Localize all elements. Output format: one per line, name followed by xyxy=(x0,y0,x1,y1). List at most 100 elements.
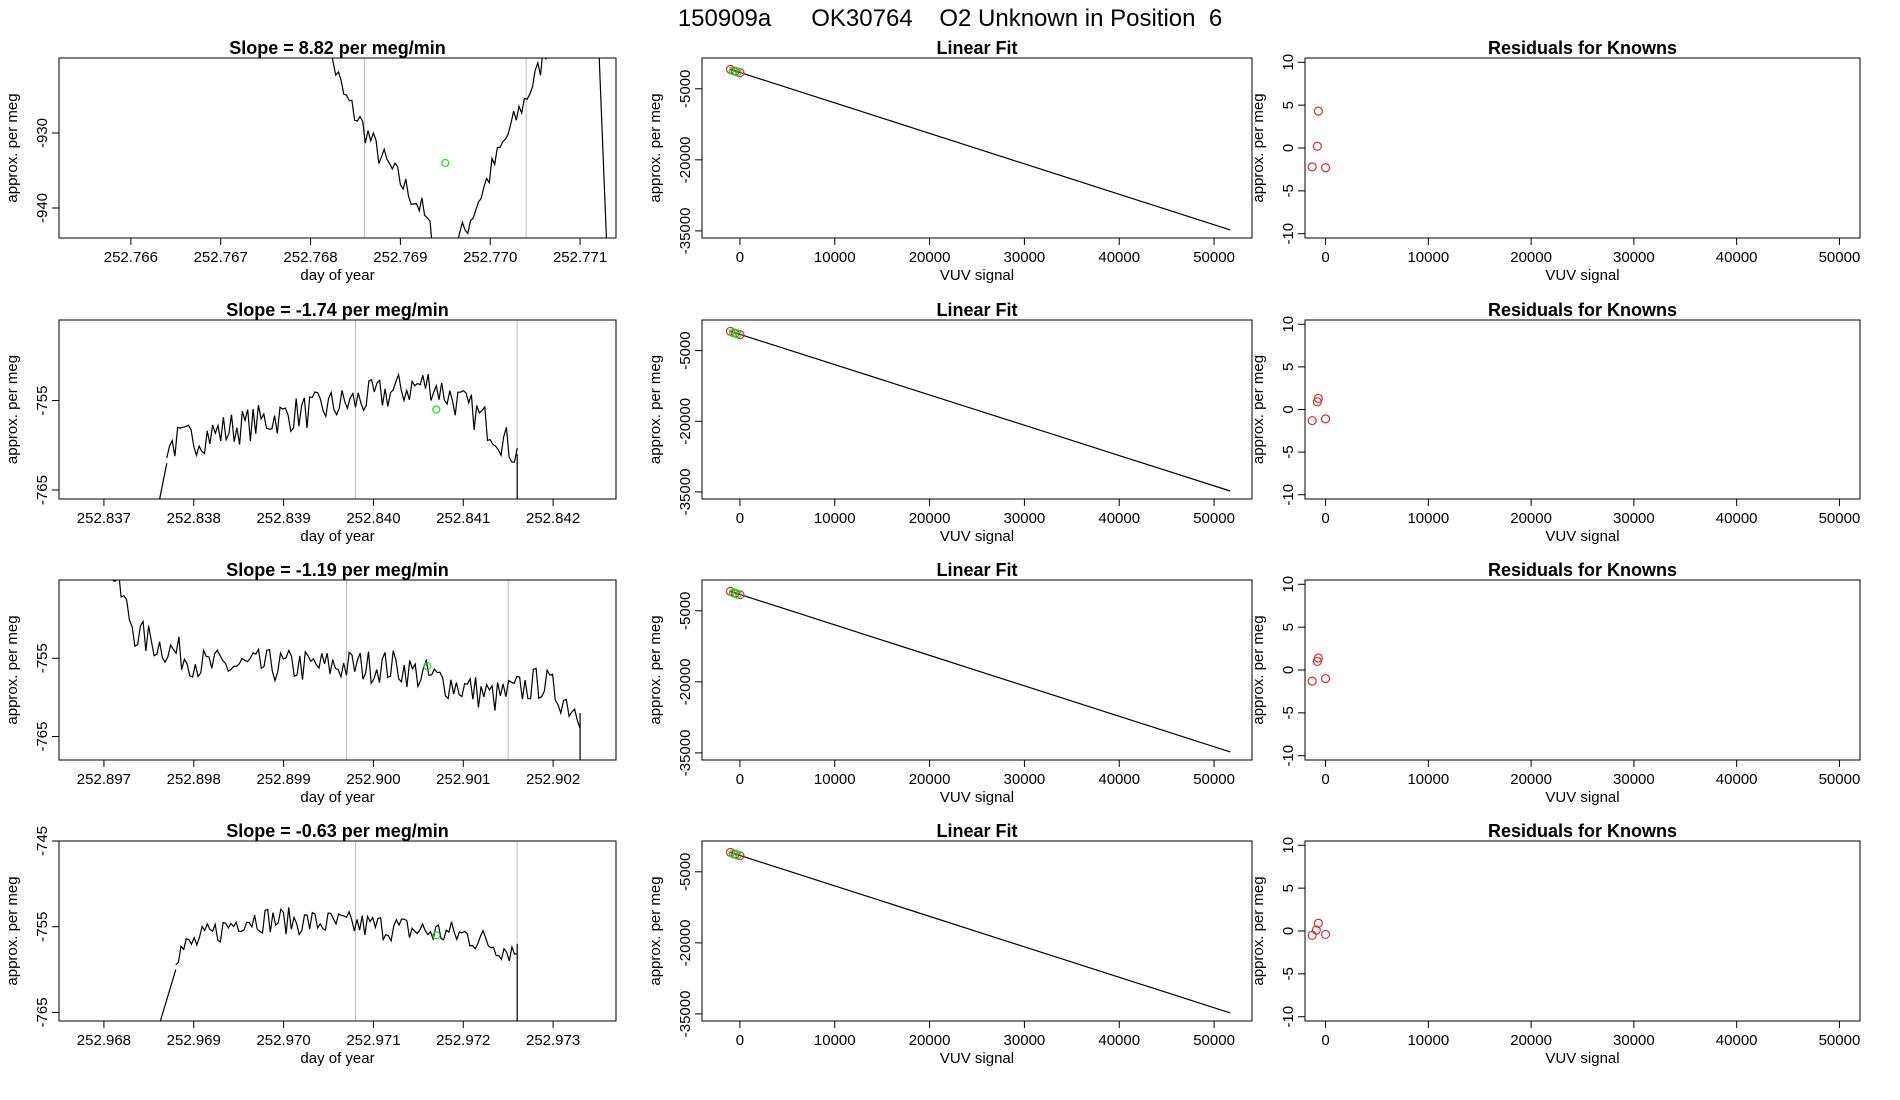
x-tick-label: 20000 xyxy=(909,1032,951,1049)
y-tick-label: -745 xyxy=(34,826,51,856)
plot-frame xyxy=(58,840,617,1022)
y-tick-label: 5 xyxy=(1280,101,1297,109)
y-axis-label: approx. per meg xyxy=(647,876,664,985)
panel-title: Linear Fit xyxy=(936,560,1017,580)
y-tick-label: -5 xyxy=(1280,445,1297,458)
x-tick-label: 50000 xyxy=(1193,771,1235,788)
y-tick-label: -20000 xyxy=(677,398,694,445)
x-tick-label: 30000 xyxy=(1004,1032,1046,1049)
fit-line xyxy=(730,68,1231,231)
linear-row-4-panel: Linear Fit 0 10000 20000 30000 40000 50000 VUV … xyxy=(647,821,1253,1067)
x-tick-label: 50000 xyxy=(1193,510,1235,527)
signal-trace xyxy=(175,907,518,966)
y-tick-label: 0 xyxy=(1280,144,1297,152)
known-standard-point xyxy=(1320,929,1331,940)
plot-area xyxy=(1307,653,1331,686)
signal-trace xyxy=(331,58,547,238)
x-axis-label: day of year xyxy=(300,267,374,284)
resid-row-1-panel: Residuals for Knowns 0 10000 20000 30000 4000… xyxy=(1250,38,1861,284)
panel-title: Slope = 8.82 per meg/min xyxy=(229,38,446,58)
x-tick-label: 10000 xyxy=(1407,1032,1449,1049)
y-tick-label: -930 xyxy=(34,118,51,148)
x-tick-label: 40000 xyxy=(1716,1032,1758,1049)
y-tick-label: 10 xyxy=(1280,576,1297,593)
x-tick-label: 0 xyxy=(736,249,744,266)
x-tick-label: 0 xyxy=(1321,510,1329,527)
linear-row-1-panel: Linear Fit 0 10000 20000 30000 40000 50000 VUV … xyxy=(647,38,1253,284)
x-tick-label: 30000 xyxy=(1613,510,1655,527)
panel-title: Residuals for Knowns xyxy=(1488,560,1677,580)
y-tick-label: -20000 xyxy=(677,919,694,966)
x-tick-label: 252.901 xyxy=(436,771,490,788)
y-axis-label: approx. per meg xyxy=(647,355,664,464)
y-tick-label: -940 xyxy=(34,193,51,223)
y-axis-label: approx. per meg xyxy=(647,93,664,202)
y-tick-label: -755 xyxy=(34,643,51,673)
y-axis-label: approx. per meg xyxy=(4,355,21,464)
plot-area xyxy=(725,326,1231,492)
y-tick-label: -5000 xyxy=(677,331,694,369)
plot-frame xyxy=(58,57,617,239)
linear-row-2-panel: Linear Fit 0 10000 20000 30000 40000 50000 VUV … xyxy=(647,300,1253,545)
y-tick-label: -5000 xyxy=(677,592,694,630)
plot-frame xyxy=(58,319,617,500)
known-standard-point xyxy=(1320,414,1331,424)
known-standard-point xyxy=(1320,163,1331,173)
panel-title: Linear Fit xyxy=(936,821,1017,841)
unknown-mean-point xyxy=(441,158,450,168)
unknown-point xyxy=(732,67,742,77)
x-axis-label: VUV signal xyxy=(1545,789,1619,806)
y-tick-label: 5 xyxy=(1280,363,1297,371)
x-tick-label: 252.898 xyxy=(167,771,221,788)
x-axis-label: day of year xyxy=(300,1050,374,1067)
y-tick-label: 0 xyxy=(1280,666,1297,674)
known-standard-point xyxy=(1307,676,1317,686)
x-tick-label: 50000 xyxy=(1819,510,1861,527)
x-tick-label: 0 xyxy=(736,771,744,788)
panel-title: Residuals for Knowns xyxy=(1488,38,1677,58)
known-standard-point xyxy=(1307,162,1317,172)
y-tick-label: 0 xyxy=(1280,405,1297,413)
plot-area xyxy=(725,847,1231,1014)
x-tick-label: 30000 xyxy=(1613,771,1655,788)
plot-area xyxy=(725,64,1231,231)
x-tick-label: 0 xyxy=(1321,249,1329,266)
x-tick-label: 0 xyxy=(1321,771,1329,788)
known-standard-point xyxy=(1312,141,1322,151)
y-axis-label: approx. per meg xyxy=(647,615,664,724)
x-tick-label: 252.972 xyxy=(436,1032,490,1049)
x-tick-label: 40000 xyxy=(1098,1032,1140,1049)
x-tick-label: 10000 xyxy=(814,510,856,527)
known-standard-point xyxy=(1307,415,1317,426)
fit-line xyxy=(730,330,1231,492)
unknown-mean-point xyxy=(432,405,441,414)
plot-area xyxy=(159,841,518,1021)
x-tick-label: 252.970 xyxy=(256,1032,310,1049)
y-tick-label: -765 xyxy=(34,997,51,1027)
x-tick-label: 30000 xyxy=(1613,249,1655,266)
signal-trace-segment xyxy=(598,58,608,238)
x-tick-label: 0 xyxy=(736,1032,744,1049)
plot-frame xyxy=(701,319,1253,500)
y-tick-label: 10 xyxy=(1280,54,1297,71)
x-tick-label: 252.973 xyxy=(526,1032,580,1049)
x-tick-label: 252.902 xyxy=(526,771,580,788)
slope-row-2-panel: Slope = -1.74 per meg/min 252.837 252.838 2… xyxy=(4,300,617,545)
panel-title: Linear Fit xyxy=(936,38,1017,58)
unknown-mean-point xyxy=(423,661,432,671)
x-tick-label: 252.771 xyxy=(553,249,607,266)
y-tick-label: -10 xyxy=(1280,745,1297,767)
signal-trace-segment xyxy=(159,463,168,499)
slope-row-4-panel: Slope = -0.63 per meg/min 252.968 252.969 2… xyxy=(4,821,617,1067)
unknown-point xyxy=(732,329,742,339)
unknown-point xyxy=(732,850,742,860)
panel-title: Slope = -1.19 per meg/min xyxy=(226,560,449,580)
known-standard-point xyxy=(1311,925,1321,935)
y-tick-label: 5 xyxy=(1280,623,1297,631)
x-tick-label: 20000 xyxy=(909,249,951,266)
x-tick-label: 40000 xyxy=(1716,771,1758,788)
x-tick-label: 252.767 xyxy=(194,249,248,266)
unknown-point xyxy=(728,328,738,338)
x-tick-label: 252.838 xyxy=(167,510,221,527)
